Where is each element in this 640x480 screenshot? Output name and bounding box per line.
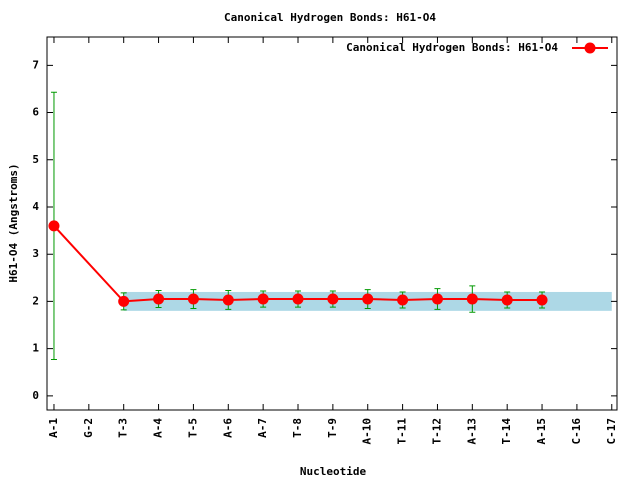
data-point [536,294,548,306]
data-point [466,293,478,305]
x-tick-label: A-15 [535,418,548,445]
x-tick-label: T-9 [326,418,339,438]
chart-title: Canonical Hydrogen Bonds: H61-O4 [224,11,436,24]
y-tick-label: 6 [32,106,39,119]
x-tick-label: A-1 [47,418,60,438]
y-tick-label: 3 [32,247,39,260]
y-tick-label: 2 [32,294,39,307]
series-line [53,225,543,303]
y-tick-label: 4 [32,200,39,213]
x-tick-label: C-16 [570,418,583,445]
x-tick-label: C-17 [605,418,618,445]
data-point [501,294,513,306]
x-tick-label: T-8 [291,418,304,438]
x-tick-label: A-13 [465,418,478,445]
data-point [222,294,234,306]
y-tick-label: 5 [32,153,39,166]
data-point [118,295,130,307]
legend-marker [584,42,596,54]
data-point [187,293,199,305]
x-tick-label: A-10 [361,418,374,445]
data-point [153,293,165,305]
data-point [397,294,409,306]
data-point [327,293,339,305]
plot-frame [46,36,618,411]
data-point [431,293,443,305]
x-tick-label: A-6 [221,418,234,438]
x-tick-label: G-2 [82,418,95,438]
x-tick-label: T-3 [117,418,130,438]
x-tick-label: T-14 [500,418,513,445]
x-axis-label: Nucleotide [300,465,367,478]
y-tick-label: 7 [32,58,39,71]
x-tick-label: A-4 [152,418,165,438]
y-tick-label: 0 [32,389,39,402]
x-tick-label: T-11 [396,418,409,445]
data-point [48,220,60,232]
data-point [362,293,374,305]
data-point [292,293,304,305]
y-axis-label: H61-O4 (Angstroms) [7,163,20,282]
x-tick-label: T-12 [430,418,443,445]
legend-label: Canonical Hydrogen Bonds: H61-O4 [346,41,558,54]
x-tick-label: A-7 [256,418,269,438]
x-tick-label: T-5 [186,418,199,438]
y-tick-label: 1 [32,342,39,355]
data-point [257,293,269,305]
